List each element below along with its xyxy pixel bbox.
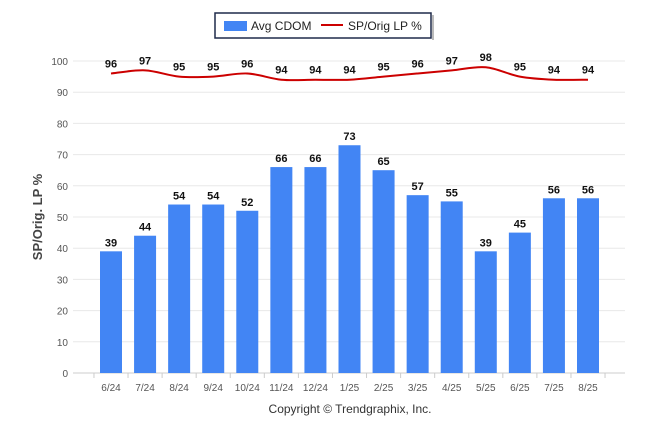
y-tick-label: 90: [57, 88, 69, 99]
y-tick-label: 20: [57, 307, 69, 318]
line-value-label: 95: [207, 62, 219, 74]
bar: [236, 211, 258, 373]
x-tick-label: 9/24: [203, 383, 223, 394]
legend: Avg CDOM SP/Orig LP %: [215, 13, 434, 40]
line-value-label: 96: [105, 58, 117, 70]
line-value-label: 94: [309, 65, 322, 77]
bar-value-label: 39: [480, 237, 492, 249]
y-tick-label: 40: [57, 244, 69, 255]
bar: [509, 233, 531, 373]
bar-value-label: 54: [173, 191, 186, 203]
bar: [407, 195, 429, 373]
x-tick-label: 2/25: [374, 383, 394, 394]
y-tick-label: 30: [57, 275, 69, 286]
x-tick-label: 7/25: [544, 383, 564, 394]
y-tick-label: 0: [62, 369, 68, 380]
bar-value-label: 66: [309, 153, 321, 165]
bar-value-label: 39: [105, 237, 117, 249]
bar-value-label: 52: [241, 197, 253, 209]
x-tick-label: 8/25: [578, 383, 598, 394]
legend-swatch-bar: [224, 21, 247, 31]
bar: [304, 167, 326, 373]
bar: [373, 170, 395, 373]
bar: [543, 198, 565, 373]
x-tick-label: 11/24: [269, 383, 294, 394]
legend-label-avg-cdom: Avg CDOM: [251, 19, 311, 33]
bar: [100, 251, 122, 373]
bar: [134, 236, 156, 373]
line-value-label: 94: [548, 65, 561, 77]
x-tick-label: 3/25: [408, 383, 428, 394]
bar-value-label: 65: [377, 156, 389, 168]
bar-value-label: 44: [139, 222, 152, 234]
y-tick-label: 10: [57, 338, 69, 349]
bar: [441, 201, 463, 373]
x-tick-label: 6/24: [101, 383, 121, 394]
line-value-label: 95: [173, 62, 185, 74]
bar: [577, 198, 599, 373]
line-value-label: 94: [275, 65, 288, 77]
x-tick-label: 7/24: [135, 383, 155, 394]
legend-shadow: [432, 15, 434, 40]
bar: [339, 145, 361, 373]
line-value-label: 97: [139, 55, 151, 67]
bar-value-label: 56: [582, 184, 594, 196]
x-tick-label: 5/25: [476, 383, 496, 394]
y-axis-label: SP/Orig. LP %: [30, 173, 45, 260]
y-tick-label: 70: [57, 151, 69, 162]
x-tick-label: 1/25: [340, 383, 360, 394]
line-value-label: 96: [241, 58, 253, 70]
line-value-label: 97: [446, 55, 458, 67]
bar: [202, 205, 224, 373]
x-tick-label: 10/24: [235, 383, 260, 394]
line-value-label: 98: [480, 52, 492, 64]
y-tick-label: 50: [57, 213, 69, 224]
bar-value-label: 56: [548, 184, 560, 196]
x-tick-label: 4/25: [442, 383, 462, 394]
bar: [475, 251, 497, 373]
bar: [270, 167, 292, 373]
line-value-label: 94: [582, 65, 595, 77]
y-tick-label: 100: [51, 57, 68, 68]
bar-value-label: 45: [514, 219, 526, 231]
line-value-label: 95: [514, 62, 526, 74]
bar-value-label: 66: [275, 153, 287, 165]
bar-value-label: 54: [207, 191, 220, 203]
copyright-text: Copyright © Trendgraphix, Inc.: [269, 402, 432, 416]
bar: [168, 205, 190, 373]
line-value-label: 94: [343, 65, 356, 77]
x-tick-label: 6/25: [510, 383, 530, 394]
y-tick-label: 60: [57, 182, 69, 193]
x-tick-label: 12/24: [303, 383, 328, 394]
bar-value-label: 57: [412, 181, 424, 193]
y-tick-label: 80: [57, 119, 69, 130]
bar-value-label: 73: [343, 131, 355, 143]
legend-label-sp-orig-lp: SP/Orig LP %: [348, 19, 422, 33]
line-value-label: 95: [377, 62, 389, 74]
line-value-label: 96: [412, 58, 424, 70]
x-tick-label: 8/24: [169, 383, 189, 394]
bar-value-label: 55: [446, 187, 458, 199]
